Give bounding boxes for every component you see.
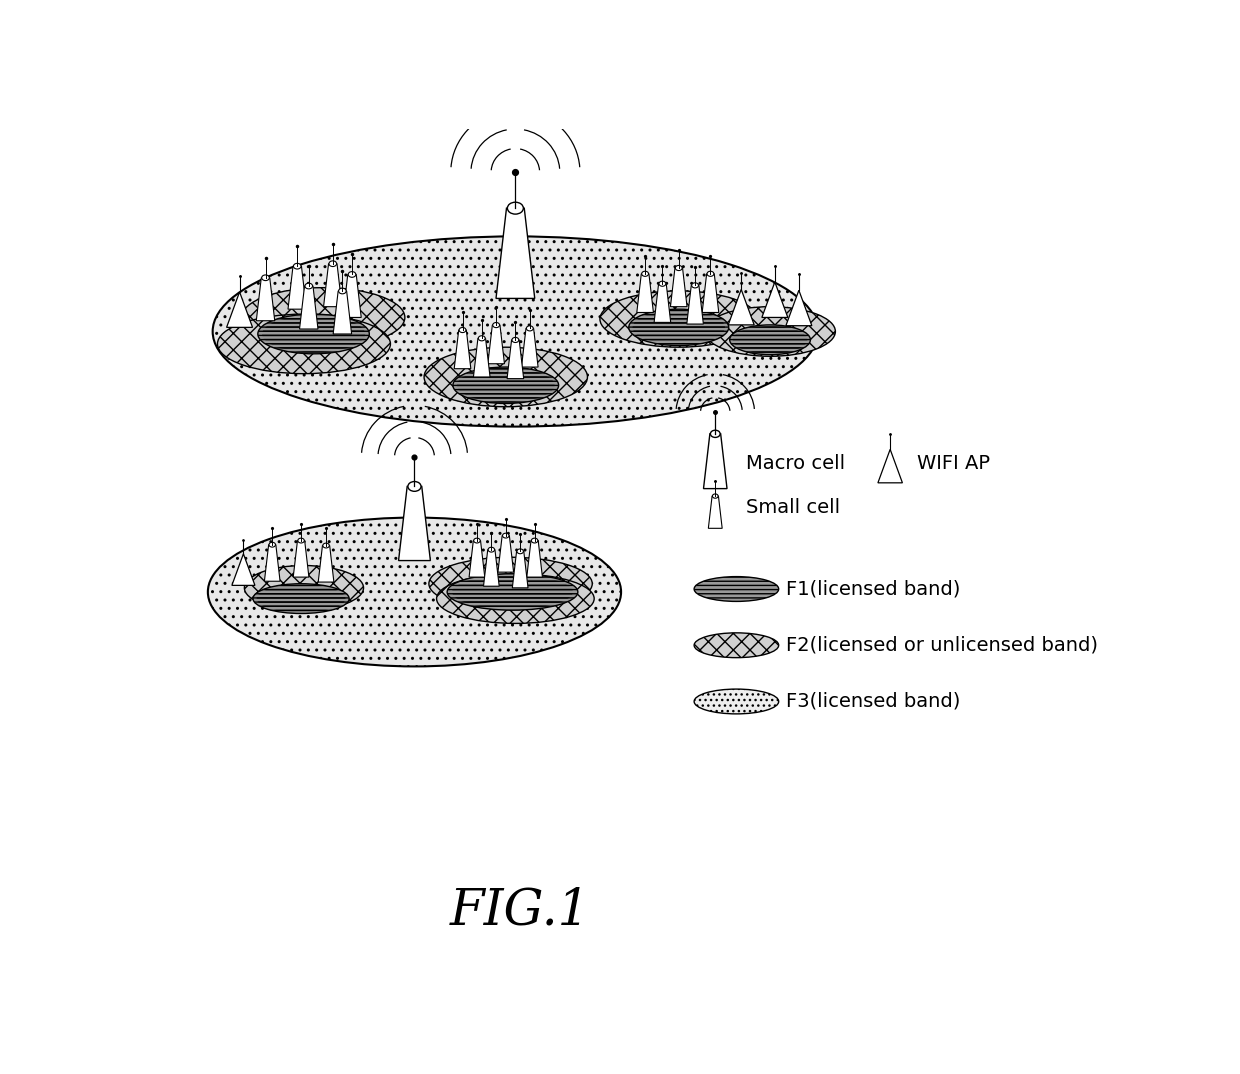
Text: Small cell: Small cell — [746, 498, 841, 518]
Ellipse shape — [269, 542, 275, 547]
Ellipse shape — [512, 337, 518, 343]
Ellipse shape — [242, 288, 404, 347]
Ellipse shape — [492, 322, 500, 328]
Ellipse shape — [305, 284, 312, 289]
Ellipse shape — [694, 577, 779, 601]
Ellipse shape — [600, 291, 758, 347]
Text: WIFI AP: WIFI AP — [918, 454, 990, 474]
Polygon shape — [324, 264, 342, 307]
Ellipse shape — [258, 314, 370, 353]
Polygon shape — [288, 266, 306, 309]
Ellipse shape — [526, 325, 533, 331]
Polygon shape — [878, 449, 903, 483]
Ellipse shape — [707, 272, 714, 276]
Polygon shape — [474, 338, 490, 377]
Ellipse shape — [408, 481, 422, 491]
Polygon shape — [342, 275, 361, 318]
Ellipse shape — [208, 518, 621, 666]
Ellipse shape — [217, 314, 391, 374]
Polygon shape — [786, 290, 812, 325]
Ellipse shape — [436, 574, 594, 623]
Polygon shape — [293, 540, 309, 577]
Polygon shape — [637, 274, 653, 313]
Polygon shape — [498, 536, 513, 572]
Polygon shape — [728, 289, 754, 324]
Polygon shape — [761, 282, 787, 318]
Ellipse shape — [294, 263, 301, 268]
Polygon shape — [703, 434, 727, 489]
Polygon shape — [319, 546, 334, 582]
Polygon shape — [702, 274, 719, 313]
Ellipse shape — [694, 690, 779, 714]
Polygon shape — [334, 291, 352, 334]
Text: Macro cell: Macro cell — [746, 454, 846, 474]
Ellipse shape — [704, 307, 836, 357]
Polygon shape — [496, 208, 534, 299]
Ellipse shape — [453, 367, 558, 404]
Ellipse shape — [489, 548, 495, 552]
Ellipse shape — [676, 265, 682, 271]
Text: FIG.1: FIG.1 — [450, 886, 590, 935]
Ellipse shape — [694, 633, 779, 657]
Polygon shape — [484, 550, 500, 586]
Polygon shape — [398, 487, 430, 561]
Text: F2(licensed or unlicensed band): F2(licensed or unlicensed band) — [786, 636, 1099, 655]
Polygon shape — [227, 292, 253, 328]
Ellipse shape — [641, 272, 649, 276]
Polygon shape — [708, 496, 722, 528]
Ellipse shape — [479, 336, 485, 340]
Polygon shape — [671, 268, 687, 307]
Ellipse shape — [429, 557, 593, 610]
Ellipse shape — [262, 275, 269, 280]
Ellipse shape — [532, 538, 538, 543]
Ellipse shape — [448, 574, 578, 610]
Polygon shape — [454, 330, 471, 368]
Ellipse shape — [213, 236, 818, 426]
Ellipse shape — [658, 281, 666, 287]
Ellipse shape — [244, 566, 363, 610]
Polygon shape — [522, 329, 538, 367]
Ellipse shape — [329, 261, 336, 266]
Ellipse shape — [507, 202, 523, 214]
Ellipse shape — [711, 431, 720, 437]
Ellipse shape — [502, 533, 508, 538]
Polygon shape — [507, 340, 523, 379]
Ellipse shape — [424, 347, 588, 407]
Ellipse shape — [629, 309, 729, 346]
Text: F1(licensed band): F1(licensed band) — [786, 580, 961, 598]
Ellipse shape — [517, 549, 523, 554]
Polygon shape — [687, 286, 703, 324]
Ellipse shape — [729, 324, 811, 354]
Ellipse shape — [713, 494, 718, 498]
Ellipse shape — [348, 272, 356, 277]
Polygon shape — [512, 551, 528, 587]
Polygon shape — [264, 545, 280, 581]
Ellipse shape — [692, 282, 698, 288]
Polygon shape — [469, 540, 485, 577]
Polygon shape — [487, 325, 505, 364]
Ellipse shape — [474, 538, 480, 543]
Polygon shape — [655, 284, 671, 322]
Ellipse shape — [253, 584, 350, 613]
Polygon shape — [232, 554, 255, 585]
Polygon shape — [527, 540, 542, 577]
Text: F3(licensed band): F3(licensed band) — [786, 692, 961, 711]
Ellipse shape — [459, 328, 466, 333]
Polygon shape — [300, 286, 317, 329]
Ellipse shape — [298, 538, 304, 543]
Ellipse shape — [322, 543, 330, 548]
Polygon shape — [257, 278, 275, 321]
Ellipse shape — [339, 288, 346, 294]
